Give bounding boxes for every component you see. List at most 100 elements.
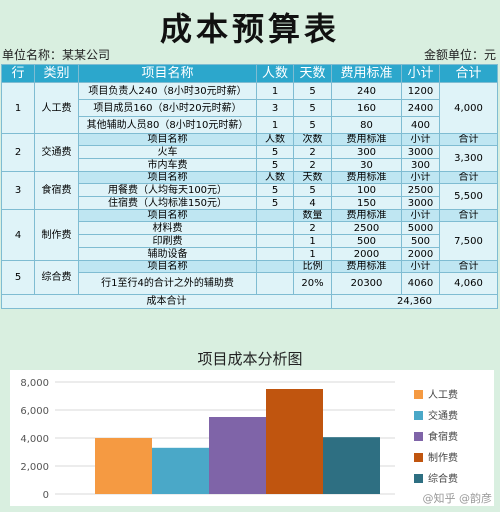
legend-swatch [414, 432, 423, 441]
cell: 160 [331, 99, 402, 117]
item-name: 其他辅助人员80（8小时10元时薪） [78, 116, 257, 134]
grand-total-value: 24,360 [331, 294, 498, 309]
table-row: 行1至行4的合计之外的辅助费 20% 20300 4060 4,060 [1, 272, 498, 295]
cell: 2000 [401, 247, 440, 261]
legend-label: 人工费 [428, 388, 458, 401]
sub-header: 合计 [439, 133, 498, 146]
watermark: @知乎 @韵彦 [422, 492, 493, 505]
sub-header-row: 5 综合费 项目名称 比例 费用标准 小计 合计 [1, 260, 498, 295]
cell: 2 [293, 221, 332, 235]
sub-header: 项目名称 [78, 260, 257, 273]
cell: 4 [293, 196, 332, 210]
unit-name: 单位名称：某某公司 [2, 48, 111, 62]
col-header: 天数 [293, 64, 332, 83]
group-total: 5,500 [439, 183, 498, 210]
cell: 2500 [331, 221, 402, 235]
cell: 30 [331, 158, 402, 172]
item-name: 项目负责人240（8小时30元时薪） [78, 82, 257, 100]
cell: 80 [331, 116, 402, 134]
bar-交通费 [152, 447, 209, 494]
table-row: 其他辅助人员80（8小时10元时薪） 1 5 80 400 [1, 116, 498, 134]
cell: 1 [256, 116, 294, 134]
item-name: 住宿费（人均标准150元） [78, 196, 257, 210]
legend-swatch [414, 390, 423, 399]
sub-header: 合计 [439, 209, 498, 222]
sub-header: 人数 [256, 133, 294, 146]
cell: 100 [331, 183, 402, 197]
bar-综合费 [323, 437, 380, 494]
unit-row: 单位名称：某某公司 金额单位：元 [2, 46, 496, 63]
col-header: 人数 [256, 64, 294, 83]
group-total: 4,000 [439, 82, 498, 134]
sub-header: 次数 [293, 133, 332, 146]
category: 人工费 [34, 82, 79, 134]
cell: 5 [293, 116, 332, 134]
sub-header: 项目名称 [78, 171, 257, 184]
sub-header: 比例 [293, 260, 332, 273]
table-row: 1 人工费 项目负责人240（8小时30元时薪） 1 5 240 1200 4,… [1, 82, 498, 134]
group-total: 7,500 [439, 221, 498, 261]
sub-header: 费用标准 [331, 209, 402, 222]
cell: 1200 [401, 82, 440, 100]
row-index: 4 [1, 209, 35, 261]
sub-header [256, 260, 294, 273]
sub-header: 合计 [439, 260, 498, 273]
bar-食宿费 [209, 417, 266, 494]
cell [256, 234, 294, 248]
item-name: 印刷费 [78, 234, 257, 248]
cell: 20300 [331, 272, 402, 295]
cell: 5000 [401, 221, 440, 235]
item-name: 材料费 [78, 221, 257, 235]
cell: 5 [256, 158, 294, 172]
sub-header: 小计 [401, 171, 440, 184]
row-index: 1 [1, 82, 35, 134]
item-name: 用餐费（人均每天100元） [78, 183, 257, 197]
chart-area: 0 2,000 4,000 6,000 8,000 人工费 交通费 食宿费 制作费 综合费 [10, 370, 494, 506]
item-name: 市内车费 [78, 158, 257, 172]
cell: 1 [293, 234, 332, 248]
sub-header: 合计 [439, 171, 498, 184]
legend-label: 食宿费 [428, 430, 458, 443]
cost-table: 行 类别 项目名称 人数 天数 费用标准 小计 合计 1 人工费 项目负责人24… [1, 64, 498, 309]
cell: 400 [401, 116, 440, 134]
sub-header: 人数 [256, 171, 294, 184]
cell: 2500 [401, 183, 440, 197]
y-tick-label: 6,000 [20, 406, 49, 417]
col-header: 项目名称 [78, 64, 257, 83]
item-name: 火车 [78, 145, 257, 159]
cell: 2000 [331, 247, 402, 261]
legend-swatch [414, 453, 423, 462]
y-tick-label: 2,000 [20, 462, 49, 473]
sub-header: 天数 [293, 171, 332, 184]
cell: 5 [256, 196, 294, 210]
legend-swatch [414, 411, 423, 420]
col-header: 小计 [401, 64, 440, 83]
cell: 20% [293, 272, 332, 295]
cell: 3000 [401, 145, 440, 159]
cell [256, 272, 294, 295]
cell: 5 [293, 82, 332, 100]
sub-header: 费用标准 [331, 133, 402, 146]
item-name: 项目成员160（8小时20元时薪） [78, 99, 257, 117]
sub-header: 项目名称 [78, 209, 257, 222]
cell: 3 [256, 99, 294, 117]
cell: 3000 [401, 196, 440, 210]
cell: 1 [256, 82, 294, 100]
table-row: 火车 5 2 300 3000 3,300 [1, 145, 498, 172]
cell [256, 247, 294, 261]
table-row: 市内车费 5 2 30 300 [1, 158, 498, 172]
cell: 4060 [401, 272, 440, 295]
cell: 240 [331, 82, 402, 100]
legend-swatch [414, 474, 423, 483]
group-total: 3,300 [439, 145, 498, 172]
page-title: 成本预算表 [159, 10, 340, 48]
bar-制作费 [266, 389, 323, 494]
cell: 500 [331, 234, 402, 248]
cell [256, 221, 294, 235]
cell: 1 [293, 247, 332, 261]
category: 制作费 [34, 209, 79, 261]
sub-header [256, 209, 294, 222]
table-row: 材料费 2 2500 5000 7,500 [1, 221, 498, 261]
y-tick-label: 4,000 [20, 434, 49, 445]
